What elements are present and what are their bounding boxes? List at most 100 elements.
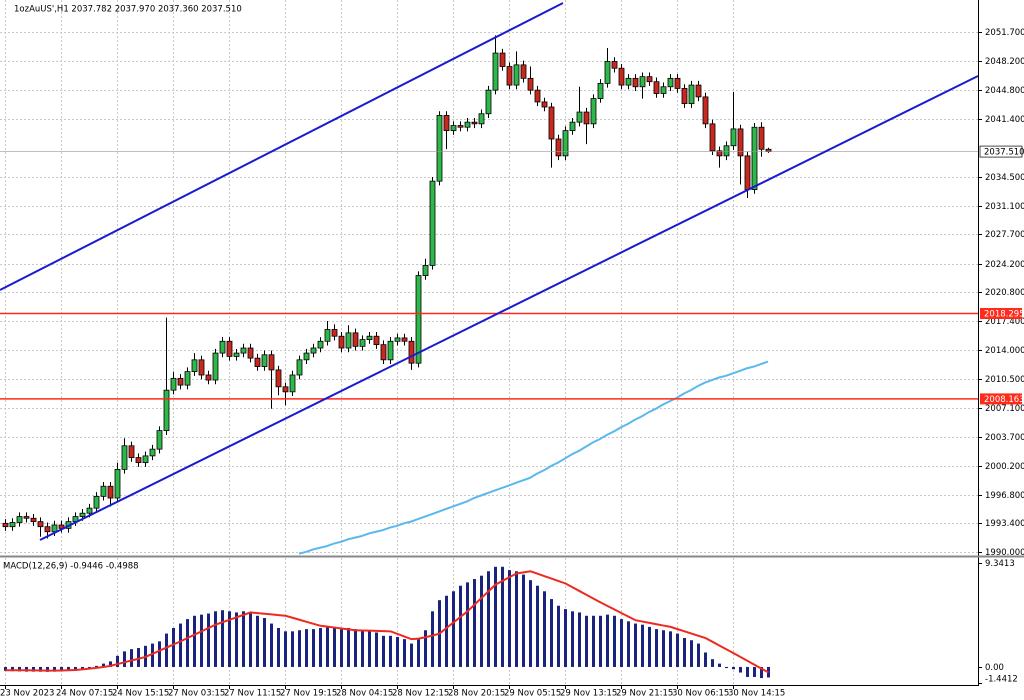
candle-body (471, 121, 478, 125)
y-tick-label: 1996.800 (985, 491, 1024, 501)
candle-body (506, 66, 513, 86)
x-tick-label: 28 Nov 20:15 (448, 689, 505, 699)
macd-bar (592, 615, 595, 667)
macd-bar (417, 638, 420, 667)
y-tick-label: 2041.400 (985, 115, 1024, 125)
x-tick-label: 28 Nov 04:15 (336, 689, 393, 699)
x-tick-label: 28 Nov 12:15 (392, 689, 449, 699)
candle-body (590, 98, 597, 125)
candle-body (485, 89, 492, 115)
current-price-label: 2037.510 (984, 148, 1024, 158)
x-tick-label: 27 Nov 11:15 (224, 689, 281, 699)
macd-bar (158, 641, 161, 667)
x-tick-label: 24 Nov 07:15 (56, 689, 113, 699)
candle-body (646, 76, 653, 83)
macd-bar (641, 624, 644, 667)
candle-body (233, 352, 240, 357)
y-tick-label: 1990.000 (985, 548, 1024, 558)
candle-body (135, 457, 142, 464)
macd-bar (18, 666, 21, 672)
macd-bar (340, 629, 343, 667)
macd-bar (305, 629, 308, 667)
candle-body (184, 371, 191, 386)
macd-bar (60, 666, 63, 672)
macd-bar (522, 574, 525, 667)
macd-bar (172, 628, 175, 667)
candle-body (380, 344, 387, 361)
macd-bar (361, 630, 364, 667)
candle-body (2, 522, 9, 528)
macd-bar (200, 614, 203, 667)
candle-body (177, 377, 184, 386)
macd-bar (459, 585, 462, 667)
macd-bar (480, 575, 483, 667)
macd-bar (599, 615, 602, 667)
candle-body (86, 507, 93, 514)
candle-body (597, 82, 604, 99)
candle-body (296, 359, 303, 376)
y-tick-label: 2031.100 (985, 202, 1024, 212)
macd-bar (606, 614, 609, 667)
macd-bar (746, 666, 749, 677)
macd-bar (529, 580, 532, 667)
macd-bar (333, 626, 336, 667)
macd-bar (4, 666, 7, 671)
candle-body (212, 352, 219, 381)
candle-body (415, 275, 422, 364)
level-label: 2018.295 (984, 310, 1024, 320)
macd-panel (4, 558, 770, 685)
macd-bar (655, 629, 658, 667)
macd-bar (193, 615, 196, 667)
candle-body (555, 138, 562, 157)
candle-body (443, 115, 450, 131)
y-tick-label: 1993.400 (985, 519, 1024, 529)
candle-body (709, 123, 716, 152)
candle-body (499, 52, 506, 67)
candle-body (716, 150, 723, 157)
moving-average (298, 360, 769, 555)
macd-bar (627, 621, 630, 667)
candle-body (387, 340, 394, 361)
macd-bar (151, 643, 154, 667)
macd-bar (368, 630, 371, 667)
candle-body (478, 113, 485, 125)
macd-bar (291, 631, 294, 667)
macd-bar (690, 640, 693, 667)
macd-bar (326, 626, 329, 667)
macd-bar (46, 666, 49, 672)
candle-body (450, 125, 457, 131)
y-tick-label: 2010.500 (985, 375, 1024, 385)
candle-body (240, 347, 247, 354)
macd-bar (109, 661, 112, 667)
macd-bar (550, 599, 553, 667)
lower-channel-line (39, 75, 979, 541)
candle-body (681, 88, 688, 105)
candle-body (79, 512, 86, 517)
candle-body (205, 374, 212, 381)
candle-body (632, 77, 639, 88)
macd-bar (207, 613, 210, 667)
macd-title: MACD(12,26,9) -0.9446 -0.4988 (3, 562, 139, 572)
y-tick-label: 2024.200 (985, 260, 1024, 270)
candle-body (352, 332, 359, 347)
chart-title: 1ozAuUS',H1 2037.782 2037.970 2037.360 2… (14, 5, 242, 15)
candle-body (324, 329, 331, 342)
candle-body (261, 354, 268, 367)
macd-bar (256, 615, 259, 667)
macd-bar (571, 611, 574, 667)
y-tick-label: 2044.800 (985, 86, 1024, 96)
macd-bar (704, 652, 707, 667)
macd-bar (25, 666, 28, 672)
macd-bar (137, 648, 140, 667)
candle-body (310, 347, 317, 354)
upper-channel-line (0, 2, 564, 291)
candle-body (37, 521, 44, 528)
level-label-box (980, 393, 1022, 405)
y-tick-label: 9.3413 (985, 559, 1015, 569)
price-panel (0, 0, 978, 555)
y-tick-label: 2003.700 (985, 433, 1024, 443)
y-tick-label: 2017.400 (985, 317, 1024, 327)
x-tick-label: 24 Nov 15:15 (112, 689, 169, 699)
macd-bar (466, 582, 469, 667)
